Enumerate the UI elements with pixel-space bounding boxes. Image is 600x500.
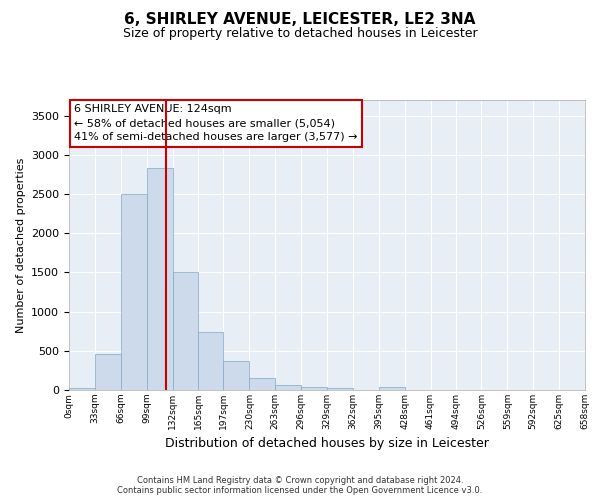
Bar (379, 388, 404, 390)
Bar (95, 354, 121, 390)
Text: Contains HM Land Registry data © Crown copyright and database right 2024.
Contai: Contains HM Land Registry data © Crown c… (118, 476, 482, 495)
Text: 6 SHIRLEY AVENUE: 124sqm
← 58% of detached houses are smaller (5,054)
41% of sem: 6 SHIRLEY AVENUE: 124sqm ← 58% of detach… (74, 104, 358, 142)
Bar (301, 387, 327, 390)
Text: Size of property relative to detached houses in Leicester: Size of property relative to detached ho… (122, 28, 478, 40)
Y-axis label: Number of detached properties: Number of detached properties (16, 158, 26, 332)
Bar (121, 194, 146, 390)
Bar (275, 385, 301, 390)
Text: 6, SHIRLEY AVENUE, LEICESTER, LE2 3NA: 6, SHIRLEY AVENUE, LEICESTER, LE2 3NA (124, 12, 476, 28)
Bar (199, 332, 223, 390)
X-axis label: Distribution of detached houses by size in Leicester: Distribution of detached houses by size … (165, 438, 489, 450)
Bar (327, 388, 353, 390)
Bar (173, 272, 199, 390)
Bar (69, 388, 95, 390)
Bar (223, 360, 250, 390)
Bar (250, 378, 275, 390)
Bar (146, 168, 173, 390)
